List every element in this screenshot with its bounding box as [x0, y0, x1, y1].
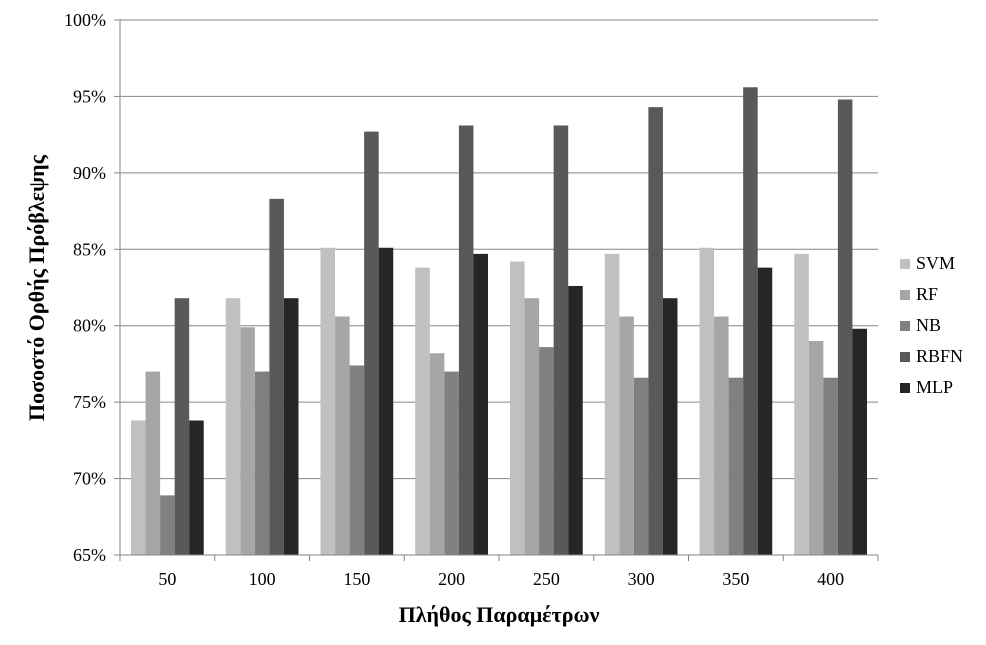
- bar-rbfn-400: [837, 99, 853, 555]
- legend-swatch: [900, 351, 910, 362]
- legend-label: MLP: [916, 377, 954, 397]
- bar-mlp-200: [473, 253, 488, 555]
- y-axis-label: Ποσοστό Ορθής Πρόβλεψης: [24, 154, 49, 421]
- x-axis-label: Πλήθος Παραμέτρων: [399, 602, 600, 627]
- bar-svm-50: [131, 420, 146, 555]
- bar-mlp-50: [189, 420, 204, 555]
- bar-rbfn-50: [174, 298, 190, 555]
- bar-svm-350: [699, 247, 715, 555]
- bar-rf-350: [714, 316, 729, 555]
- bar-svm-100: [225, 298, 241, 555]
- bars: [131, 87, 867, 556]
- bar-rbfn-300: [648, 107, 663, 555]
- legend-item-mlp: MLP: [900, 372, 963, 403]
- bar-nb-400: [823, 377, 838, 555]
- legend-label: RF: [916, 284, 939, 304]
- legend-item-nb: NB: [900, 310, 963, 341]
- legend: SVM RF NB RBFN MLP: [900, 248, 963, 403]
- bar-nb-300: [633, 377, 649, 555]
- bar-rf-150: [335, 316, 350, 555]
- x-tick-label: 50: [158, 569, 176, 589]
- bar-nb-250: [539, 347, 554, 555]
- legend-label: RBFN: [916, 346, 964, 366]
- bar-mlp-250: [568, 285, 583, 555]
- bar-svm-300: [604, 253, 620, 555]
- bar-rf-100: [240, 327, 255, 555]
- bar-nb-150: [349, 365, 365, 555]
- bar-mlp-300: [662, 298, 678, 555]
- y-tick-label: 70%: [73, 469, 106, 489]
- bar-nb-100: [254, 371, 270, 555]
- legend-swatch: [900, 258, 910, 269]
- legend-item-rf: RF: [900, 279, 963, 310]
- bar-rf-200: [429, 353, 445, 555]
- x-tick-label: 350: [722, 569, 749, 589]
- bar-svm-400: [794, 253, 809, 555]
- y-tick-labels: 65% 70% 75% 80% 85% 90% 95% 100%: [64, 10, 106, 565]
- x-tick-label: 400: [817, 569, 844, 589]
- bar-rf-300: [619, 316, 634, 555]
- x-tick-label: 150: [343, 569, 370, 589]
- legend-item-svm: SVM: [900, 248, 963, 279]
- axes: [119, 20, 879, 561]
- y-tick-label: 75%: [73, 392, 106, 412]
- legend-label: NB: [916, 315, 942, 335]
- bar-rbfn-350: [743, 87, 758, 555]
- y-tick-label: 80%: [73, 316, 106, 336]
- y-tick-label: 65%: [73, 545, 106, 565]
- y-tick-label: 95%: [73, 86, 106, 106]
- x-tick-label: 250: [533, 569, 560, 589]
- x-tick-label: 100: [249, 569, 276, 589]
- x-tick-label: 200: [438, 569, 465, 589]
- bar-nb-350: [728, 377, 744, 555]
- bar-rf-50: [145, 371, 161, 555]
- bar-rbfn-100: [269, 198, 284, 556]
- bar-svm-200: [415, 267, 430, 555]
- y-tick-label: 85%: [73, 239, 106, 259]
- bar-mlp-350: [757, 267, 773, 555]
- bar-rbfn-200: [458, 125, 474, 555]
- bar-rf-250: [524, 298, 540, 555]
- x-tick-label: 300: [628, 569, 655, 589]
- bar-svm-150: [320, 247, 336, 555]
- bar-mlp-400: [852, 328, 867, 555]
- bar-svm-250: [510, 261, 525, 555]
- bar-rbfn-150: [364, 131, 379, 556]
- legend-swatch: [900, 289, 910, 300]
- legend-swatch: [900, 320, 910, 331]
- bar-nb-50: [160, 495, 175, 555]
- bar-rbfn-250: [553, 125, 569, 555]
- bar-nb-200: [444, 371, 459, 555]
- bar-mlp-100: [283, 298, 299, 555]
- bar-mlp-150: [378, 247, 394, 555]
- legend-swatch: [900, 382, 910, 393]
- legend-label: SVM: [916, 253, 956, 273]
- legend-item-rbfn: RBFN: [900, 341, 963, 372]
- y-tick-label: 90%: [73, 163, 106, 183]
- y-tick-label: 100%: [64, 10, 106, 30]
- x-tick-labels: 50 100 150 200 250 300 350 400: [158, 569, 844, 589]
- bar-rf-400: [808, 341, 824, 555]
